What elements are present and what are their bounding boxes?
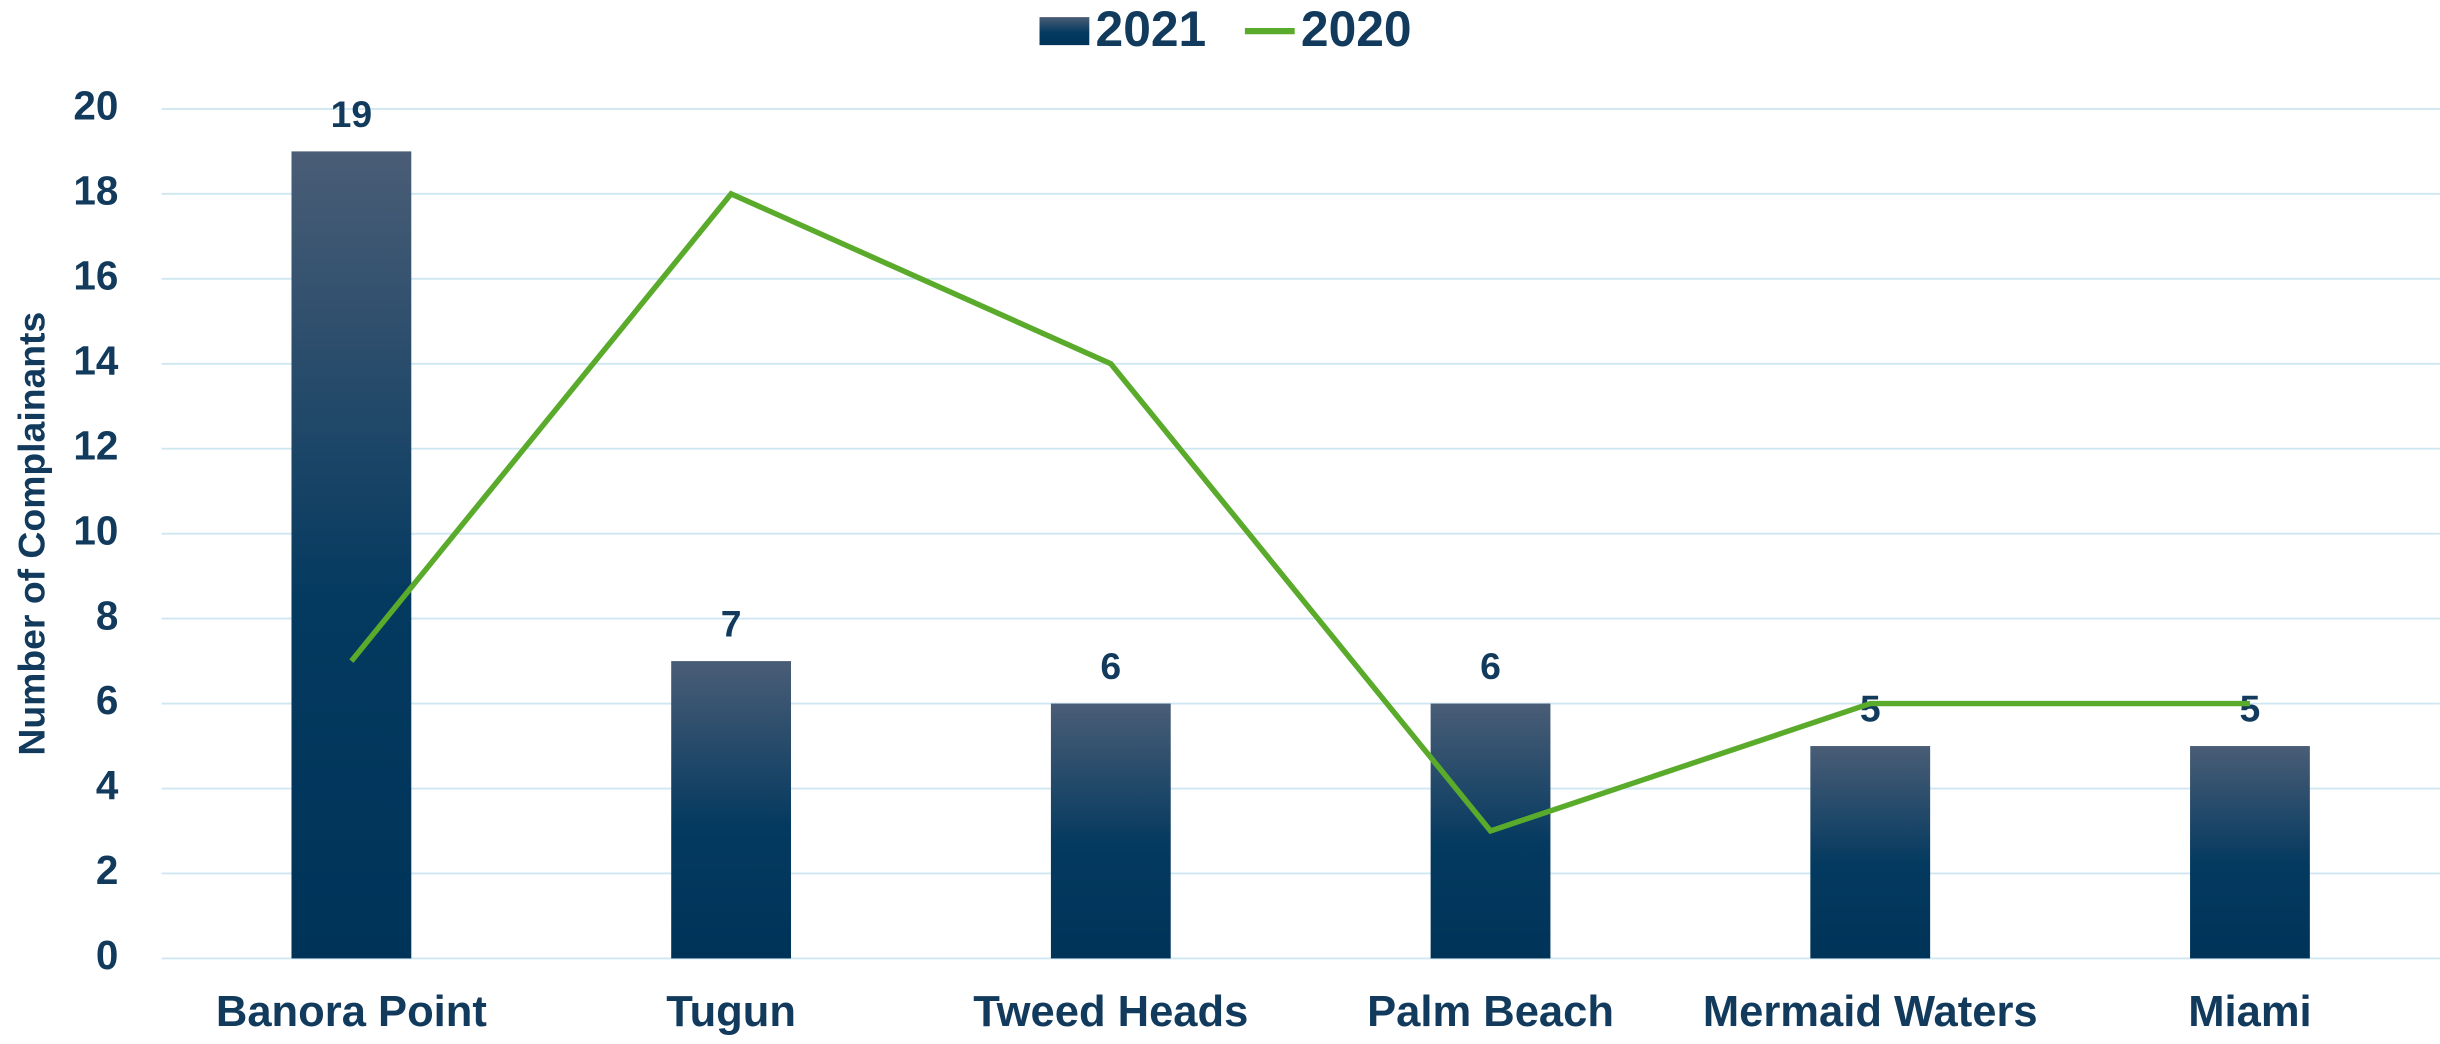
x-tick-label: Tugun bbox=[666, 988, 796, 1036]
data-label: 6 bbox=[1480, 645, 1501, 687]
x-tick-label: Mermaid Waters bbox=[1703, 988, 2038, 1036]
bar bbox=[671, 661, 792, 959]
data-label: 7 bbox=[721, 603, 742, 645]
y-tick-label: 18 bbox=[73, 168, 118, 214]
y-tick-label: 16 bbox=[73, 253, 118, 299]
legend-label: 2021 bbox=[1096, 1, 1207, 57]
y-tick-label: 0 bbox=[96, 932, 119, 978]
data-label: 6 bbox=[1100, 645, 1121, 687]
data-label: 5 bbox=[1860, 688, 1881, 730]
legend-swatch bbox=[1039, 17, 1090, 46]
y-tick-label: 6 bbox=[96, 677, 119, 723]
x-tick-label: Palm Beach bbox=[1367, 988, 1614, 1036]
y-tick-label: 20 bbox=[73, 83, 118, 129]
line-series bbox=[349, 190, 2250, 835]
bar bbox=[1810, 746, 1931, 959]
bar bbox=[2190, 746, 2310, 959]
x-tick-label: Tweed Heads bbox=[973, 988, 1248, 1036]
y-tick-label: 4 bbox=[96, 762, 119, 808]
bar bbox=[1050, 703, 1171, 959]
data-label: 5 bbox=[2240, 688, 2261, 730]
y-axis-title: Number of Complainants bbox=[10, 312, 52, 756]
legend-label: 2020 bbox=[1301, 1, 1412, 57]
y-tick-label: 2 bbox=[96, 847, 119, 893]
y-tick-label: 14 bbox=[73, 337, 118, 383]
data-label: 19 bbox=[331, 93, 373, 135]
y-tick-label: 8 bbox=[96, 592, 119, 638]
y-tick-label: 12 bbox=[73, 422, 118, 468]
x-tick-label: Banora Point bbox=[216, 988, 487, 1036]
x-tick-label: Miami bbox=[2188, 988, 2311, 1036]
y-tick-label: 10 bbox=[73, 507, 118, 553]
bar bbox=[291, 151, 412, 959]
